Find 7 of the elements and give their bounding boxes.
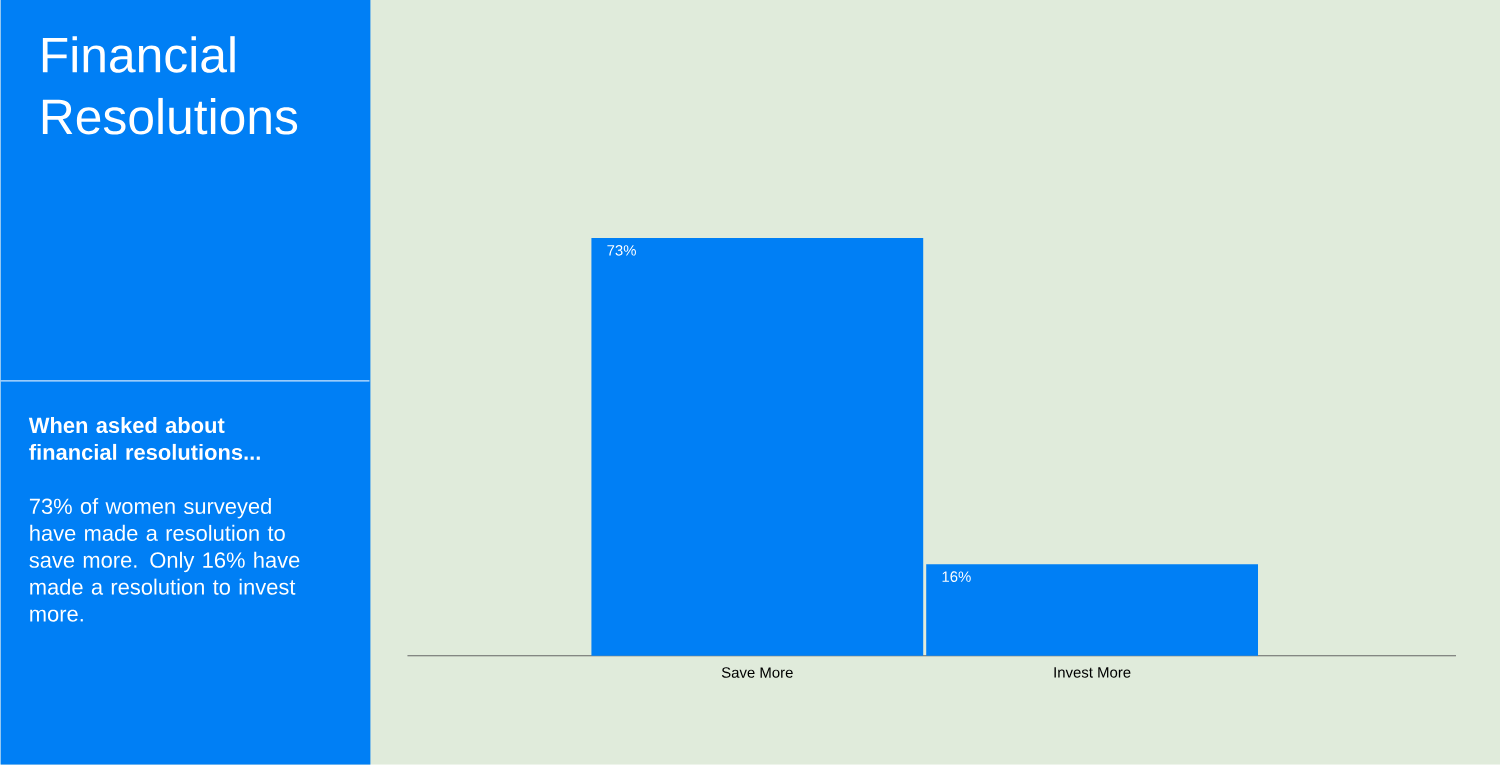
x-tick-label: Invest More — [1054, 667, 1131, 678]
text: 73% of women surveyed have made a resolution to save more. Only 16% have made a resolution to invest more. — [29, 498, 300, 622]
data-label: 16% — [942, 571, 971, 583]
text: When asked about financial resolutions... — [28, 417, 260, 461]
data-label: 73% — [607, 245, 636, 256]
chart-title: Financial Resolutions — [42, 36, 298, 135]
x-tick-label: Save More — [721, 667, 793, 678]
